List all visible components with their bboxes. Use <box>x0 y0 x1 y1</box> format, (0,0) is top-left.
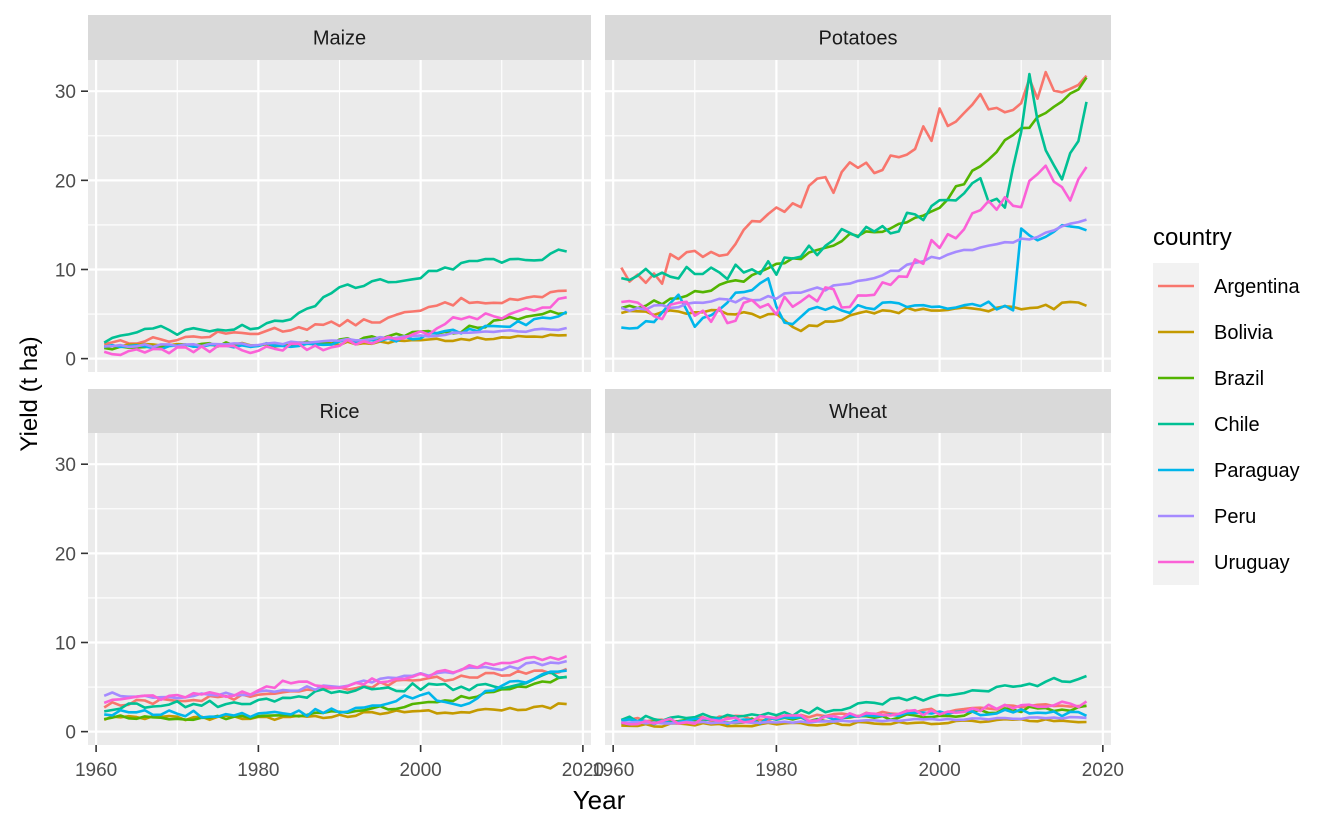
facet-maize: Maize <box>88 15 591 372</box>
x-tick-label: 2020 <box>1082 760 1124 781</box>
legend: country Argentina Bolivia Brazil Chile Parag… <box>1153 224 1300 585</box>
series-line-peru <box>104 326 567 349</box>
legend-label: Paraguay <box>1214 460 1300 482</box>
series-line-chile <box>103 670 567 713</box>
legend-item-brazil: Brazil <box>1153 355 1264 401</box>
facet-strip-label: Potatoes <box>819 28 898 50</box>
legend-label: Argentina <box>1214 276 1300 298</box>
facet-strip <box>88 389 591 433</box>
facet-strip <box>605 389 1111 433</box>
x-tick-label: 1960 <box>75 760 117 781</box>
x-axis-title: Year <box>573 785 626 815</box>
y-axis-title: Yield (t ha) <box>16 336 43 451</box>
legend-label: Chile <box>1214 414 1260 436</box>
x-tick-label: 2000 <box>399 760 441 781</box>
series-line-chile <box>621 72 1088 282</box>
legend-item-uruguay: Uruguay <box>1153 539 1290 585</box>
y-tick-label: 30 <box>55 455 76 476</box>
x-tick-label: 1960 <box>592 760 634 781</box>
x-tick-label: 1980 <box>237 760 279 781</box>
series-line-paraguay <box>104 669 567 719</box>
facet-potatoes: Potatoes <box>605 15 1111 372</box>
legend-item-chile: Chile <box>1153 401 1260 447</box>
facet-strip-label: Rice <box>319 401 359 423</box>
facet-wheat: Wheat <box>605 389 1111 745</box>
facet-strip-label: Maize <box>313 28 366 50</box>
series-line-chile <box>620 674 1087 724</box>
series-group <box>103 654 568 722</box>
series-line-paraguay <box>621 223 1087 330</box>
series-line-uruguay <box>621 700 1088 726</box>
series-line-paraguay <box>621 708 1088 726</box>
series-line-uruguay <box>103 296 567 357</box>
legend-keys: Argentina Bolivia Brazil Chile Paraguay Peru U… <box>1153 263 1300 585</box>
legend-item-peru: Peru <box>1153 493 1256 539</box>
series-group <box>103 248 568 357</box>
facet-strip-label: Wheat <box>829 401 887 423</box>
y-tick-label: 10 <box>55 633 76 654</box>
series-group <box>620 674 1088 729</box>
legend-label: Brazil <box>1214 368 1264 390</box>
legend-label: Peru <box>1214 506 1256 528</box>
facet-rice: Rice <box>88 389 591 745</box>
y-tick-label: 30 <box>55 82 76 103</box>
y-tick-label: 20 <box>55 544 76 565</box>
legend-item-paraguay: Paraguay <box>1153 447 1300 493</box>
legend-title: country <box>1153 224 1232 251</box>
series-line-chile <box>103 248 567 344</box>
series-line-argentina <box>103 289 567 346</box>
series-line-peru <box>620 218 1087 313</box>
facet-panels: Maize Potatoes Rice Wheat <box>88 15 1111 745</box>
facet-strip <box>88 15 591 60</box>
series-line-uruguay <box>621 164 1088 325</box>
facet-strip <box>605 15 1111 60</box>
x-tick-label: 2020 <box>562 760 604 781</box>
x-tick-label: 2000 <box>918 760 960 781</box>
series-line-argentina <box>620 70 1088 286</box>
legend-item-bolivia: Bolivia <box>1153 309 1274 355</box>
x-tick-label: 1980 <box>755 760 797 781</box>
y-tick-label: 0 <box>65 723 76 744</box>
legend-item-argentina: Argentina <box>1153 263 1300 309</box>
series-group <box>620 70 1088 333</box>
y-tick-label: 10 <box>55 260 76 281</box>
y-tick-label: 0 <box>65 350 76 371</box>
legend-label: Bolivia <box>1214 322 1274 344</box>
y-tick-label: 20 <box>55 171 76 192</box>
series-line-uruguay <box>103 654 568 705</box>
legend-label: Uruguay <box>1214 552 1290 574</box>
